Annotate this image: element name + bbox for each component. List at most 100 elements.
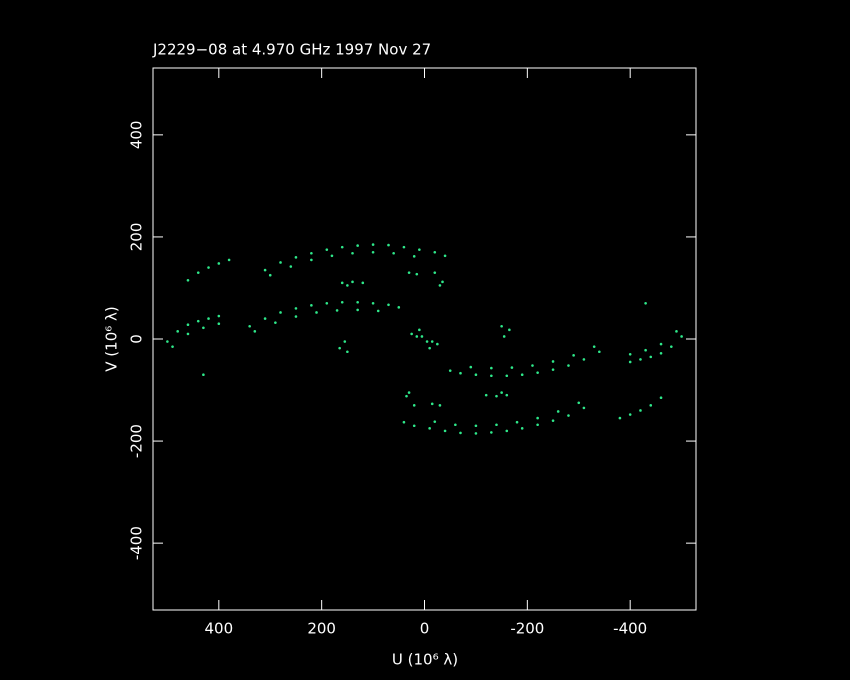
uv-point xyxy=(310,258,313,262)
uv-point xyxy=(325,301,329,305)
uv-point xyxy=(207,317,210,320)
uv-point xyxy=(248,324,251,328)
uv-point xyxy=(294,256,298,259)
uv-point xyxy=(310,304,313,307)
x-tick-label: 0 xyxy=(420,620,430,638)
uv-point xyxy=(407,391,411,394)
uv-point xyxy=(338,346,341,350)
y-tick-label: -200 xyxy=(128,424,146,458)
uv-point xyxy=(407,271,411,274)
uv-point xyxy=(294,307,298,310)
uv-point xyxy=(505,429,509,433)
uv-point xyxy=(425,340,429,343)
uv-point xyxy=(459,371,462,375)
uv-point xyxy=(551,419,555,422)
x-tick-label: 400 xyxy=(204,620,233,638)
uv-point xyxy=(371,301,375,305)
uv-point xyxy=(356,244,359,247)
uv-point xyxy=(508,328,511,332)
uv-point xyxy=(474,432,478,435)
uv-point xyxy=(484,393,488,397)
uv-point xyxy=(196,271,200,274)
uv-point xyxy=(186,279,190,282)
y-tick-label: 400 xyxy=(128,121,146,150)
uv-point xyxy=(171,345,174,348)
uv-point xyxy=(639,409,642,412)
uv-point xyxy=(387,303,390,307)
uv-point xyxy=(351,280,354,284)
uv-point xyxy=(279,261,282,264)
uv-point xyxy=(263,268,267,272)
uv-point xyxy=(351,251,354,255)
uv-point xyxy=(454,423,457,427)
uv-point xyxy=(670,345,673,348)
uv-point xyxy=(438,404,442,407)
uv-point xyxy=(628,360,632,364)
uv-point xyxy=(196,319,200,323)
uv-point xyxy=(166,340,169,343)
uv-point xyxy=(274,321,277,324)
uv-point xyxy=(418,248,421,251)
uv-point xyxy=(410,332,413,336)
uv-point xyxy=(335,309,339,312)
y-tick-label: 0 xyxy=(128,334,146,344)
uv-point xyxy=(387,243,390,247)
uv-point xyxy=(412,424,416,428)
uv-point xyxy=(420,335,424,338)
uv-point xyxy=(659,351,663,355)
uv-point xyxy=(598,350,601,354)
uv-point xyxy=(474,424,478,428)
uv-point xyxy=(294,315,298,318)
uv-point xyxy=(227,258,231,262)
uv-point xyxy=(443,254,447,258)
uv-point xyxy=(644,348,647,352)
uv-point xyxy=(649,404,653,407)
uv-point xyxy=(443,429,447,433)
uv-point xyxy=(505,374,509,378)
uv-point xyxy=(490,431,493,434)
x-tick-label: -400 xyxy=(613,620,647,638)
uv-point xyxy=(412,255,416,258)
uv-point xyxy=(217,314,221,318)
uv-point xyxy=(433,420,437,423)
uv-point xyxy=(495,423,498,427)
uv-point xyxy=(371,243,375,246)
uv-point xyxy=(340,300,344,304)
uv-point xyxy=(430,340,434,343)
uv-point xyxy=(474,373,478,377)
uv-point xyxy=(469,365,473,369)
uv-point xyxy=(346,284,349,287)
uv-point xyxy=(402,245,406,249)
uv-point xyxy=(628,353,632,356)
uv-point xyxy=(572,354,575,357)
uv-point xyxy=(536,423,539,427)
uv-point xyxy=(556,410,560,413)
uv-point xyxy=(436,342,439,346)
uv-point xyxy=(268,273,272,277)
uv-point xyxy=(430,402,434,406)
uv-point xyxy=(536,371,539,374)
uv-point xyxy=(415,335,419,338)
uv-point xyxy=(202,373,205,377)
chart-title: J2229−08 at 4.970 GHz 1997 Nov 27 xyxy=(152,41,431,59)
uv-point xyxy=(207,266,210,269)
uv-point xyxy=(505,393,509,397)
uv-point xyxy=(418,328,421,332)
uv-point xyxy=(176,330,179,333)
x-tick-label: -200 xyxy=(510,620,544,638)
uv-point xyxy=(500,324,503,328)
uv-point xyxy=(490,366,493,370)
uv-point xyxy=(500,391,503,394)
uv-point xyxy=(438,284,442,287)
uv-point xyxy=(279,311,282,314)
uv-point xyxy=(515,420,519,424)
uv-point xyxy=(680,335,683,338)
uv-point xyxy=(520,373,524,377)
uv-point xyxy=(490,374,493,378)
uv-point xyxy=(536,416,539,420)
uv-point xyxy=(330,254,334,258)
uv-point xyxy=(433,250,437,254)
uv-point xyxy=(495,394,498,398)
uv-point xyxy=(644,301,647,305)
